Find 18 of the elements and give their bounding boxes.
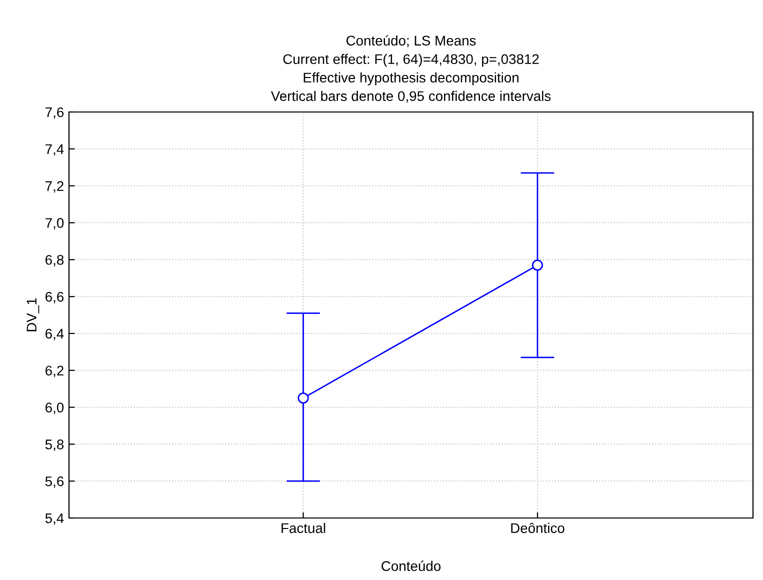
y-tick-label: 5,4: [45, 513, 64, 525]
y-axis-title: DV_1: [26, 298, 40, 332]
x-tick-label: Deôntico: [511, 522, 564, 534]
y-tick-label: 7,2: [46, 181, 64, 193]
chart-subtitle: Current effect: F(1, 64)=4,4830, p=,03812 Effective hypothesis decomposition Vertical bars denote 0,95 confidence intervals: [270, 54, 551, 103]
y-tick-label: 6,6: [46, 292, 64, 304]
x-axis-title: Conteúdo: [382, 560, 441, 572]
y-tick-label: 6,4: [46, 328, 64, 340]
y-tick-label: 7,6: [46, 107, 64, 119]
y-tick-label: 6,0: [46, 402, 64, 414]
y-tick-label: 7,4: [46, 144, 64, 156]
y-tick-label: 7,0: [46, 218, 64, 230]
chart-title: Conteúdo; LS Means: [346, 35, 476, 48]
y-tick-label: 5,6: [45, 476, 64, 488]
y-tick-label: 6,8: [46, 254, 64, 266]
x-tick-label: Factual: [282, 522, 326, 534]
y-tick-label: 5,8: [45, 440, 64, 451]
y-tick-label: 6,2: [46, 366, 64, 378]
